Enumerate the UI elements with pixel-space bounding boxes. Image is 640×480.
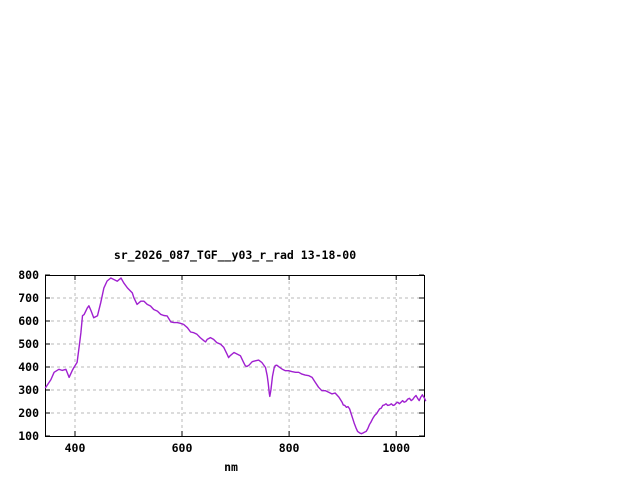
plot-frame bbox=[45, 275, 425, 437]
plot-area: 400 600 800 1000 100 200 300 400 500 600 700 800 bbox=[18, 268, 427, 455]
y-tick-label: 100 bbox=[18, 429, 39, 443]
x-axis-label: nm bbox=[224, 460, 238, 474]
y-tick-label: 700 bbox=[18, 291, 39, 305]
grid-lines bbox=[45, 275, 424, 436]
y-tick-label: 300 bbox=[18, 383, 39, 397]
x-tick-label: 1000 bbox=[382, 441, 410, 455]
x-tick-label: 400 bbox=[65, 441, 86, 455]
x-tick-label: 600 bbox=[172, 441, 193, 455]
chart-title: sr_2026_087_TGF__y03_r_rad 13-18-00 bbox=[114, 248, 356, 263]
y-tick-label: 600 bbox=[18, 314, 39, 328]
y-tick-label: 400 bbox=[18, 360, 39, 374]
y-tick-label: 200 bbox=[18, 406, 39, 420]
data-line bbox=[44, 277, 427, 435]
y-tick-labels: 100 200 300 400 500 600 700 800 bbox=[18, 268, 39, 443]
x-tick-labels: 400 600 800 1000 bbox=[65, 441, 411, 455]
y-tick-label: 500 bbox=[18, 337, 39, 351]
y-tick-label: 800 bbox=[18, 268, 39, 282]
x-tick-label: 800 bbox=[279, 441, 300, 455]
